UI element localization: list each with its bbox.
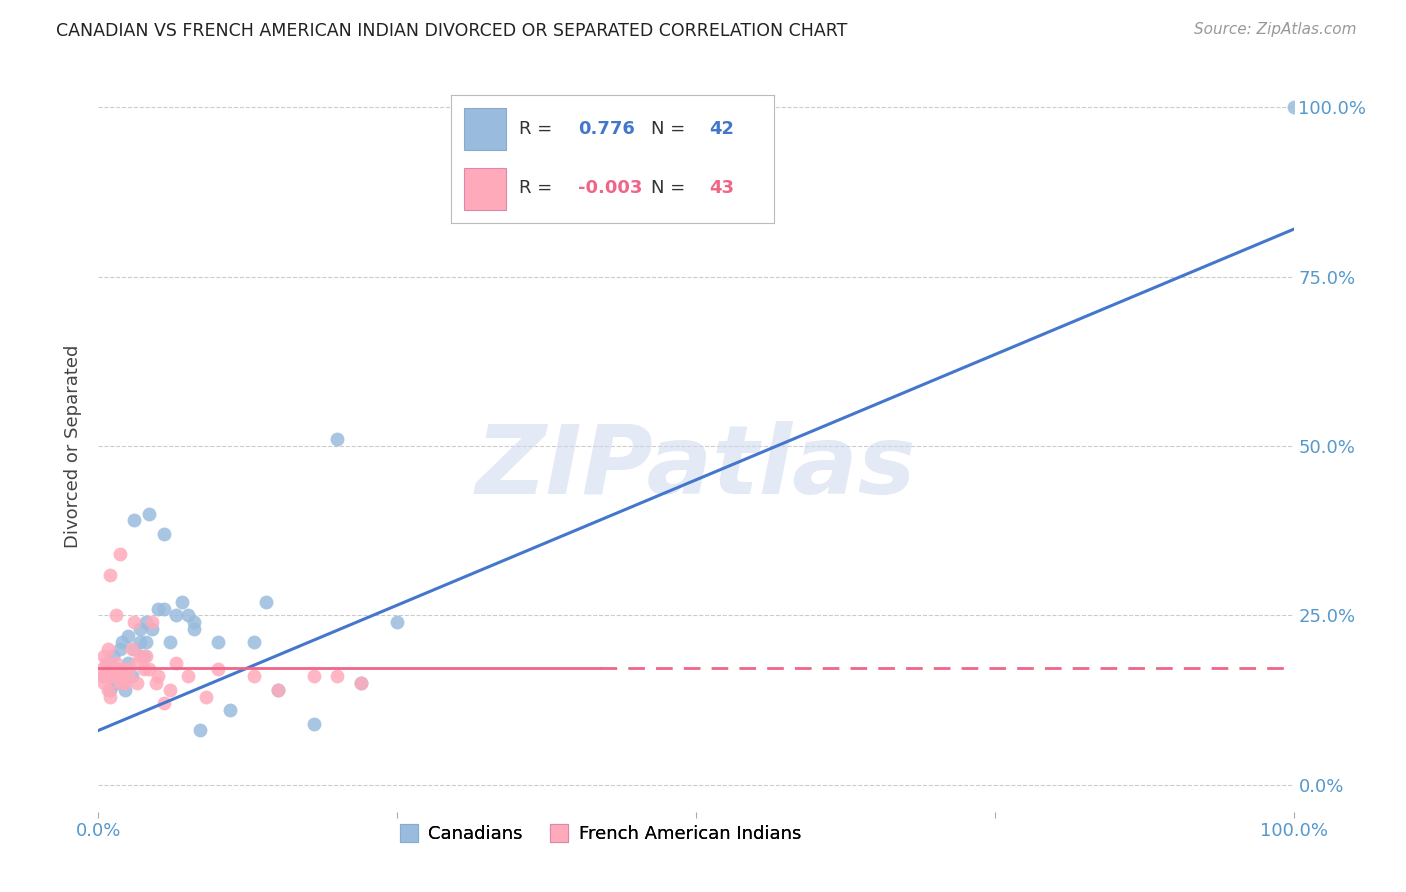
Point: [93, 676, 115, 690]
Point: [165, 656, 187, 670]
Point: [129, 648, 152, 663]
Point: [172, 595, 194, 609]
Point: [148, 669, 170, 683]
Point: [148, 601, 170, 615]
Point: [153, 697, 176, 711]
Point: [111, 669, 134, 683]
Point: [138, 507, 160, 521]
Point: [177, 608, 200, 623]
Point: [145, 676, 167, 690]
Point: [117, 629, 139, 643]
Point: [105, 656, 128, 670]
Y-axis label: Divorced or Separated: Divorced or Separated: [65, 344, 83, 548]
Text: Source: ZipAtlas.com: Source: ZipAtlas.com: [1194, 22, 1357, 37]
Point: [108, 547, 131, 561]
Point: [93, 669, 115, 683]
Point: [135, 615, 157, 629]
Point: [207, 663, 229, 677]
Point: [243, 635, 266, 649]
Point: [94, 656, 117, 670]
Point: [98, 682, 122, 697]
Point: [124, 642, 146, 657]
Point: [350, 676, 373, 690]
Point: [350, 676, 373, 690]
Point: [302, 716, 325, 731]
Point: [101, 648, 124, 663]
Point: [93, 648, 115, 663]
Point: [267, 682, 290, 697]
Point: [105, 663, 128, 677]
Point: [97, 682, 120, 697]
Point: [114, 682, 136, 697]
Point: [114, 676, 136, 690]
Point: [302, 669, 325, 683]
Point: [129, 622, 152, 636]
Point: [1282, 100, 1305, 114]
Text: CANADIAN VS FRENCH AMERICAN INDIAN DIVORCED OR SEPARATED CORRELATION CHART: CANADIAN VS FRENCH AMERICAN INDIAN DIVOR…: [56, 22, 848, 40]
Point: [188, 723, 211, 738]
Point: [129, 635, 152, 649]
Point: [117, 656, 139, 670]
Point: [91, 669, 114, 683]
Point: [135, 635, 157, 649]
Point: [97, 642, 120, 657]
Point: [98, 567, 122, 582]
Point: [105, 608, 128, 623]
Point: [132, 663, 155, 677]
Point: [132, 648, 155, 663]
Legend: Canadians, French American Indians: Canadians, French American Indians: [392, 818, 808, 850]
Point: [183, 622, 205, 636]
Point: [183, 615, 205, 629]
Point: [111, 663, 134, 677]
Point: [153, 527, 176, 541]
Point: [124, 615, 146, 629]
Point: [165, 608, 187, 623]
Point: [101, 669, 124, 683]
Point: [385, 615, 409, 629]
Point: [91, 663, 114, 677]
Point: [326, 669, 349, 683]
Point: [141, 622, 163, 636]
Point: [159, 682, 181, 697]
Point: [121, 669, 143, 683]
Point: [159, 635, 181, 649]
Point: [207, 635, 229, 649]
Point: [138, 663, 160, 677]
Point: [177, 669, 200, 683]
Point: [105, 676, 128, 690]
Point: [98, 669, 121, 683]
Point: [254, 595, 277, 609]
Point: [121, 642, 143, 657]
Point: [141, 615, 163, 629]
Point: [267, 682, 290, 697]
Point: [125, 656, 148, 670]
Point: [111, 635, 134, 649]
Point: [195, 690, 218, 704]
Text: ZIPatlas: ZIPatlas: [475, 421, 917, 515]
Point: [97, 656, 120, 670]
Point: [243, 669, 266, 683]
Point: [117, 669, 139, 683]
Point: [111, 669, 134, 683]
Point: [117, 663, 139, 677]
Point: [219, 703, 242, 717]
Point: [108, 676, 131, 690]
Point: [101, 663, 124, 677]
Point: [98, 690, 122, 704]
Point: [135, 648, 157, 663]
Point: [153, 601, 176, 615]
Point: [108, 642, 131, 657]
Point: [124, 514, 146, 528]
Point: [326, 432, 349, 446]
Point: [125, 676, 148, 690]
